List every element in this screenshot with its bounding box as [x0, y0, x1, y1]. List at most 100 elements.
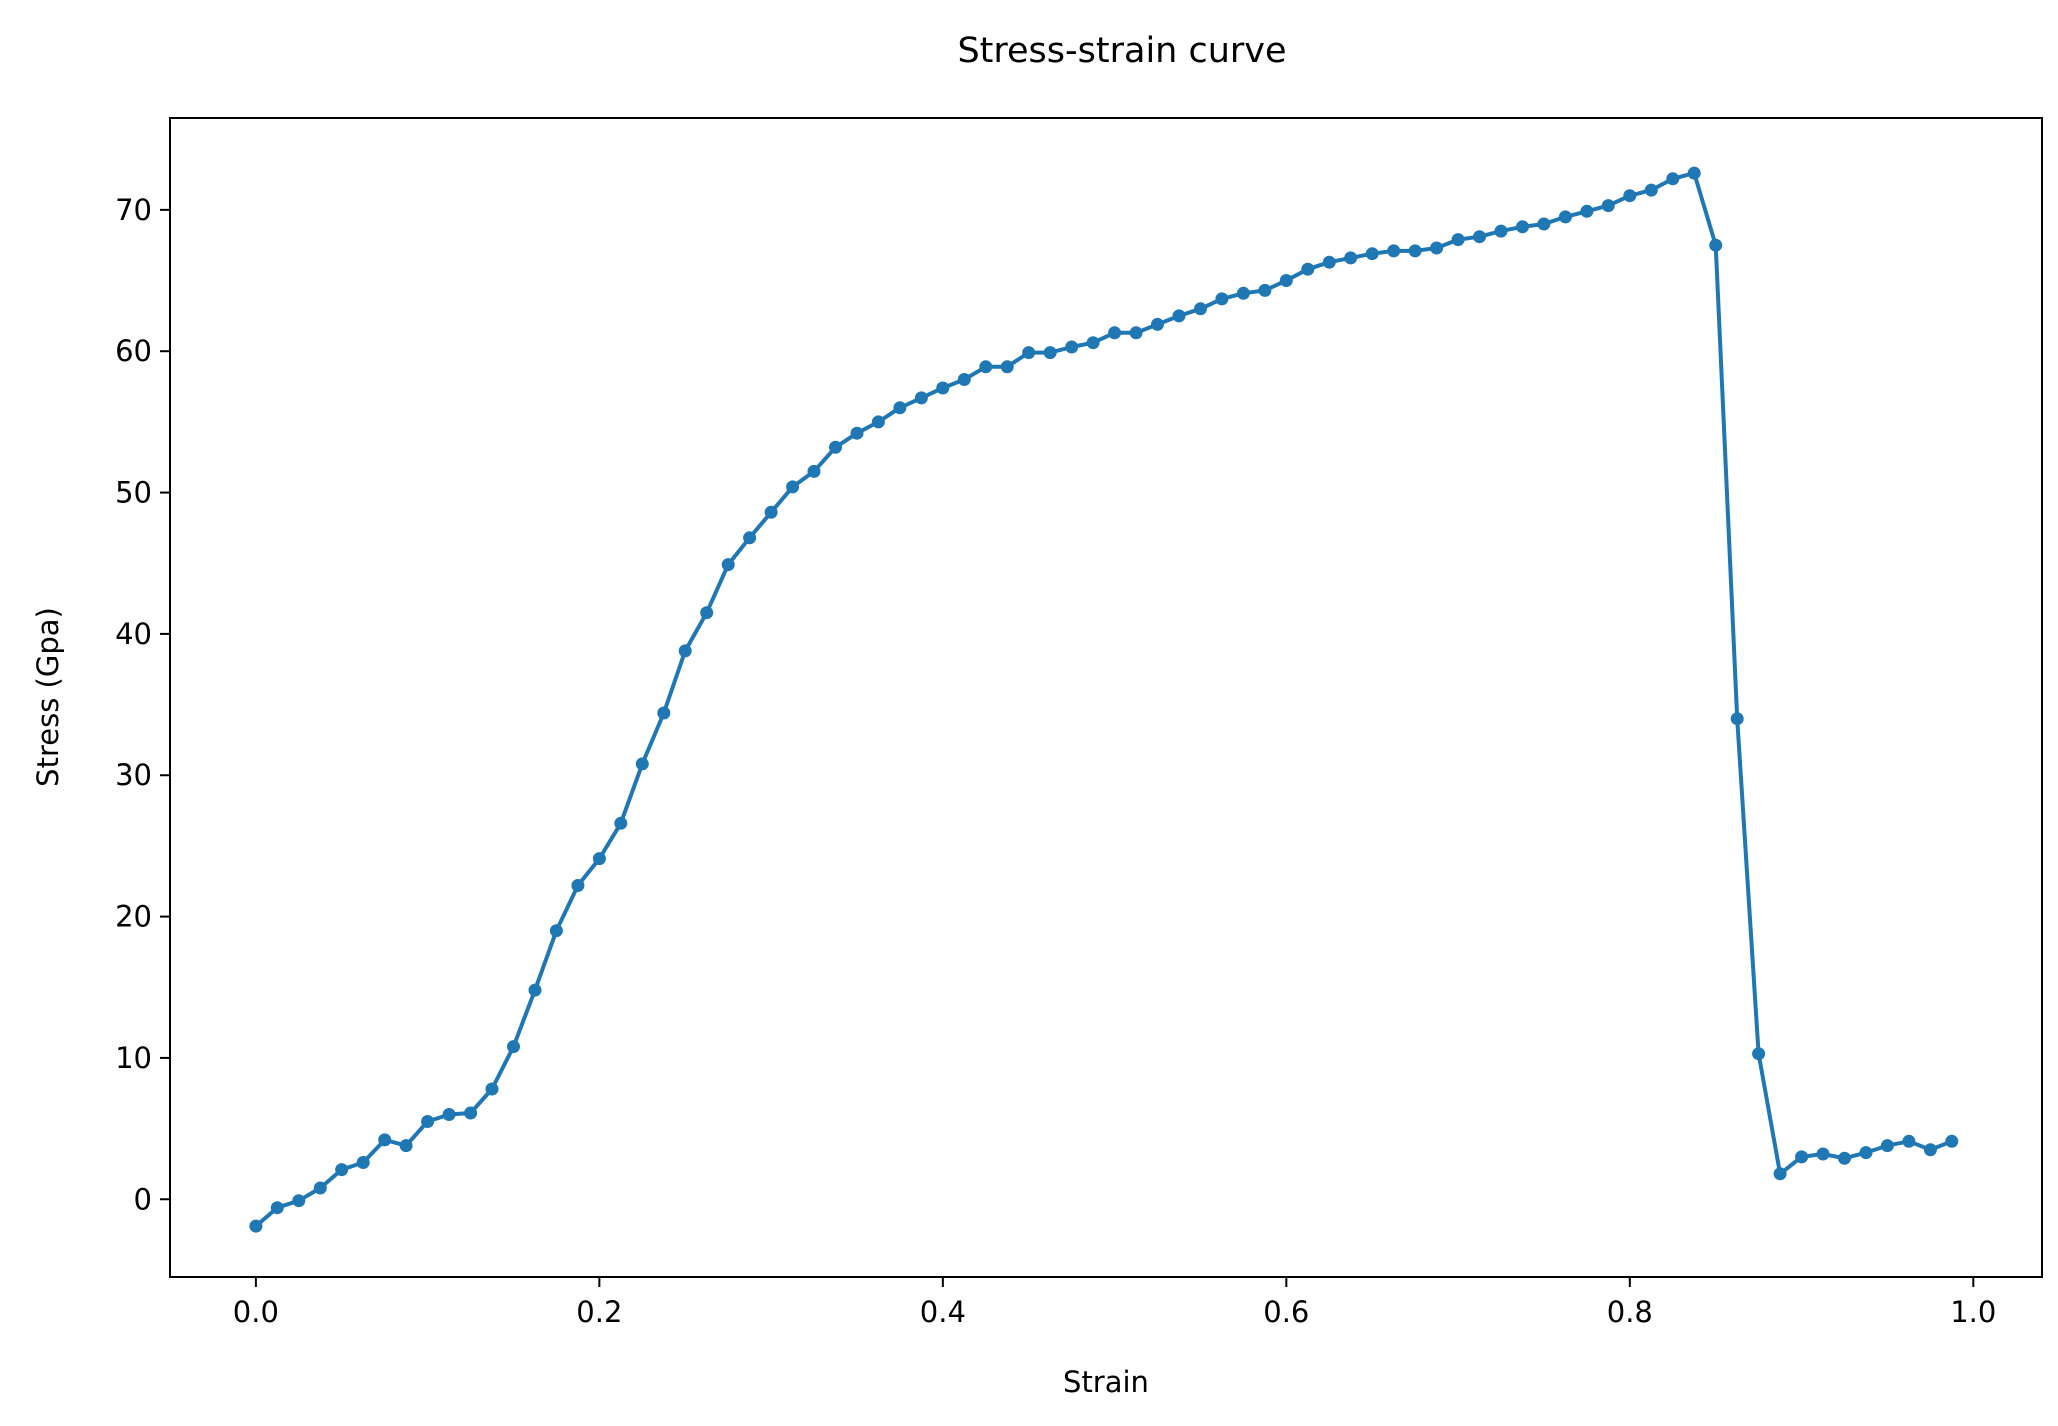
data-point	[1043, 346, 1057, 360]
data-point	[1344, 251, 1358, 265]
data-point	[1666, 172, 1680, 186]
data-point	[1730, 712, 1744, 726]
x-tick-label: 0.6	[1263, 1295, 1309, 1329]
y-tick-label: 40	[115, 617, 152, 651]
data-point	[635, 757, 649, 771]
data-point	[743, 531, 757, 545]
data-point	[335, 1163, 349, 1177]
data-point	[464, 1106, 478, 1120]
data-point	[1516, 220, 1529, 234]
data-point	[1709, 238, 1723, 252]
data-point	[528, 983, 542, 997]
data-point	[549, 924, 563, 938]
data-point	[614, 816, 628, 830]
data-point	[571, 879, 585, 892]
data-point	[1494, 224, 1508, 238]
chart-title: Stress-strain curve	[957, 31, 1286, 71]
x-tick-label: 1.0	[1950, 1295, 1996, 1329]
data-point	[871, 415, 885, 429]
data-point	[1430, 241, 1444, 255]
data-point	[1258, 283, 1272, 297]
data-point	[1451, 233, 1465, 247]
data-point	[829, 440, 842, 454]
y-tick-label: 50	[115, 476, 152, 510]
data-point	[1086, 336, 1100, 350]
data-point	[485, 1082, 499, 1096]
axes-frame	[169, 117, 2043, 1278]
data-point	[1859, 1146, 1873, 1160]
data-point	[378, 1133, 392, 1147]
data-point	[249, 1219, 263, 1233]
data-point	[1172, 309, 1186, 323]
data-point	[1108, 326, 1122, 340]
data-point	[893, 401, 907, 415]
data-point	[313, 1181, 327, 1195]
data-point	[1151, 317, 1164, 331]
x-tick-label: 0.2	[576, 1295, 622, 1329]
plot-area	[249, 166, 1959, 1233]
data-point	[1795, 1150, 1809, 1164]
data-point	[592, 852, 606, 866]
data-point	[1838, 1151, 1851, 1165]
y-tick-label: 10	[115, 1041, 152, 1075]
data-point	[292, 1194, 306, 1208]
y-tick-label: 60	[115, 334, 152, 368]
y-tick-label: 20	[115, 900, 152, 934]
data-point	[1215, 292, 1229, 306]
data-point	[678, 644, 692, 658]
data-point	[1558, 210, 1572, 224]
data-point	[356, 1156, 370, 1169]
data-point	[1387, 244, 1401, 258]
data-point	[1236, 286, 1250, 300]
data-point	[1408, 244, 1422, 258]
data-point	[1880, 1139, 1894, 1153]
y-tick-label: 70	[115, 193, 152, 227]
data-point	[1365, 247, 1379, 261]
data-point	[1000, 360, 1014, 374]
x-tick-label: 0.4	[920, 1295, 966, 1329]
data-point	[1580, 204, 1594, 218]
x-axis-label: Strain	[1063, 1365, 1149, 1399]
data-point	[721, 558, 735, 572]
data-point	[1945, 1134, 1959, 1148]
data-point	[1065, 340, 1079, 354]
data-point	[1022, 346, 1036, 360]
data-point	[1623, 189, 1637, 203]
data-point	[1923, 1143, 1937, 1157]
data-point	[1601, 199, 1615, 213]
data-point	[507, 1040, 520, 1054]
data-point	[850, 426, 864, 440]
y-tick-label: 30	[115, 758, 152, 792]
data-point	[1301, 262, 1315, 276]
data-point	[979, 360, 993, 374]
data-point	[1773, 1167, 1787, 1181]
data-point	[1687, 166, 1701, 180]
x-axis-ticks: 0.0 0.2 0.4 0.6 0.8 1.0	[233, 1277, 1996, 1329]
data-point	[270, 1201, 284, 1215]
data-point	[1129, 326, 1143, 340]
y-axis-ticks: 0 10 20 30 40 50 60 70	[115, 193, 170, 1216]
data-point	[700, 606, 714, 620]
data-point	[1902, 1134, 1916, 1148]
data-point	[957, 373, 971, 386]
data-point	[1194, 302, 1207, 316]
data-point	[421, 1115, 435, 1128]
data-point	[764, 505, 778, 519]
data-point	[1752, 1047, 1766, 1061]
data-point	[1279, 274, 1293, 287]
data-point	[442, 1108, 456, 1121]
data-point	[1473, 230, 1486, 244]
data-point	[657, 706, 671, 720]
data-point	[1537, 217, 1551, 231]
data-point	[1322, 255, 1336, 269]
data-point	[914, 391, 928, 405]
y-tick-label: 0	[134, 1182, 152, 1216]
data-point	[807, 464, 821, 478]
x-tick-label: 0.0	[233, 1295, 279, 1329]
data-point	[936, 381, 950, 395]
data-point	[786, 480, 800, 494]
x-tick-label: 0.8	[1607, 1295, 1653, 1329]
data-point	[1644, 183, 1658, 197]
